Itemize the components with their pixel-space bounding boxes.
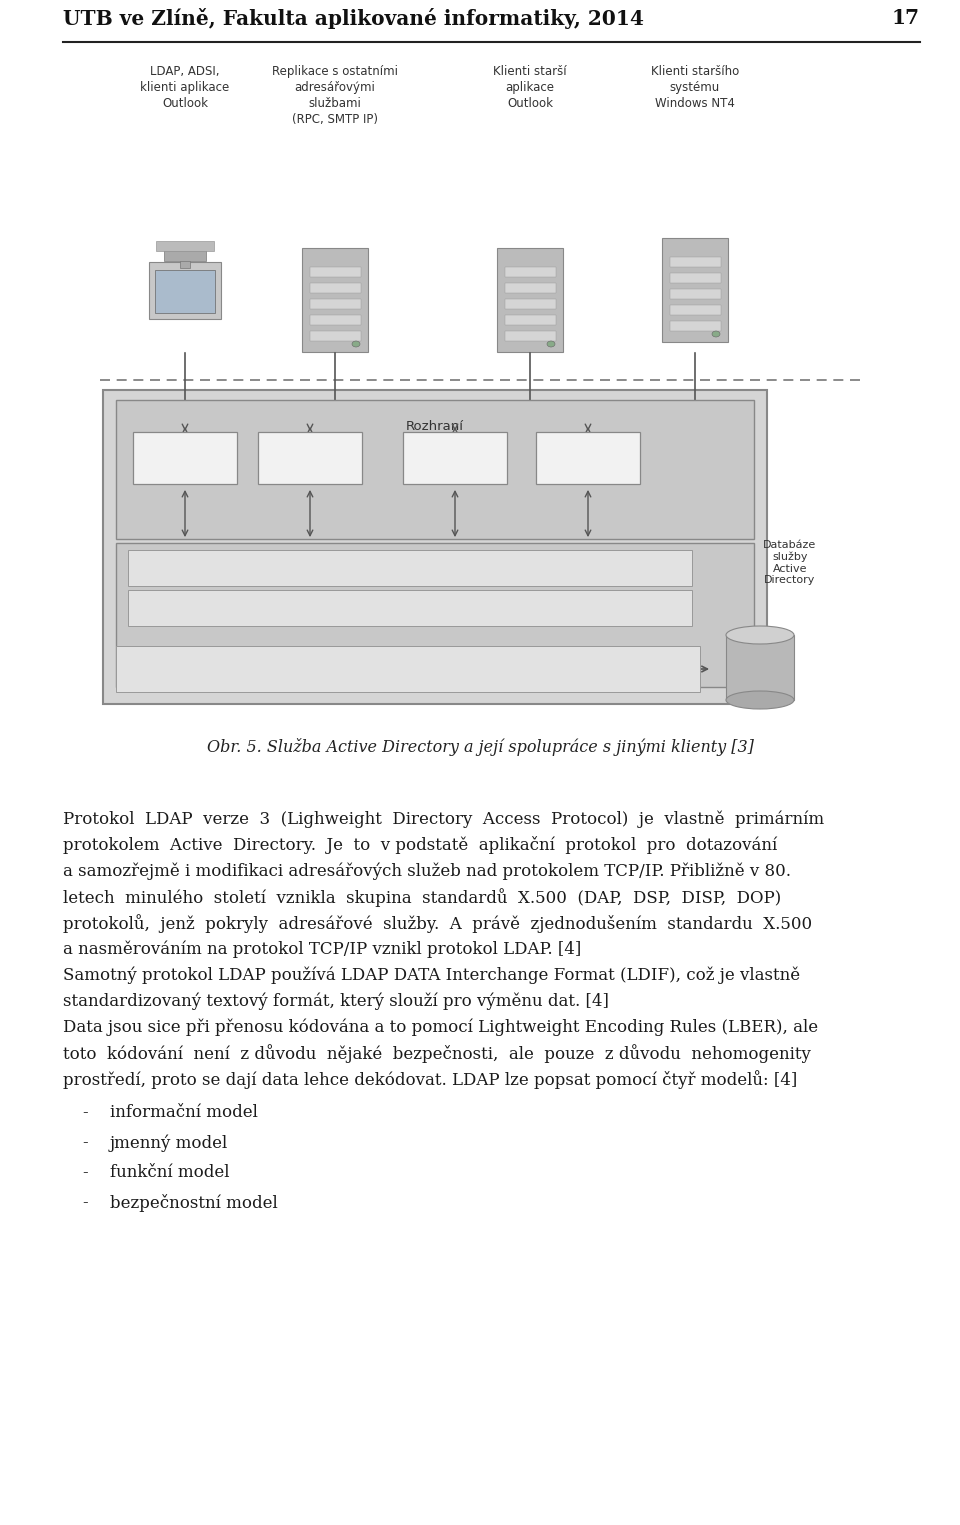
FancyBboxPatch shape	[669, 288, 721, 299]
Text: Obr. 5. Služba Active Directory a její spolupráce s jinými klienty [3]: Obr. 5. Služba Active Directory a její s…	[206, 738, 754, 756]
FancyBboxPatch shape	[505, 314, 556, 325]
FancyBboxPatch shape	[505, 282, 556, 293]
FancyBboxPatch shape	[128, 551, 692, 586]
Text: Samotný protokol LDAP používá LDAP DATA Interchange Format (LDIF), což je vlastn: Samotný protokol LDAP používá LDAP DATA …	[63, 965, 800, 984]
Ellipse shape	[712, 331, 720, 337]
FancyBboxPatch shape	[164, 249, 206, 261]
FancyBboxPatch shape	[302, 249, 368, 352]
Ellipse shape	[547, 342, 555, 348]
FancyBboxPatch shape	[133, 432, 237, 483]
Text: Agent DSA (Directory system agent): Agent DSA (Directory system agent)	[296, 561, 524, 575]
FancyBboxPatch shape	[669, 305, 721, 314]
FancyBboxPatch shape	[403, 432, 507, 483]
FancyBboxPatch shape	[505, 331, 556, 340]
Text: Databáze
služby
Active
Directory: Databáze služby Active Directory	[763, 540, 817, 586]
FancyBboxPatch shape	[309, 282, 361, 293]
Text: Rozhraní: Rozhraní	[406, 419, 464, 433]
FancyBboxPatch shape	[180, 259, 190, 267]
Text: protokolem  Active  Directory.  Je  to  v podstatě  aplikační  protokol  pro  do: protokolem Active Directory. Je to v pod…	[63, 836, 778, 854]
Text: UTB ve Zlíně, Fakulta aplikované informatiky, 2014: UTB ve Zlíně, Fakulta aplikované informa…	[63, 8, 644, 29]
Text: Klienti staršího
systému
Windows NT4: Klienti staršího systému Windows NT4	[651, 66, 739, 110]
FancyBboxPatch shape	[669, 256, 721, 267]
FancyBboxPatch shape	[505, 267, 556, 276]
FancyBboxPatch shape	[149, 261, 221, 319]
Text: SAM: SAM	[571, 451, 605, 465]
Text: Data jsou sice při přenosu kódována a to pomocí Lightweight Encoding Rules (LBER: Data jsou sice při přenosu kódována a to…	[63, 1019, 818, 1035]
Text: bezpečnostní model: bezpečnostní model	[110, 1194, 277, 1212]
Text: protokolů,  jenž  pokryly  adresářové  služby.  A  právě  zjednodušením  standar: protokolů, jenž pokryly adresářové služb…	[63, 913, 812, 933]
FancyBboxPatch shape	[669, 273, 721, 282]
Text: Replikace s ostatními
adresářovými
službami
(RPC, SMTP IP): Replikace s ostatními adresářovými služb…	[272, 66, 398, 127]
Text: a samozřejmě i modifikaci adresářových služeb nad protokolem TCP/IP. Přibližně v: a samozřejmě i modifikaci adresářových s…	[63, 862, 791, 880]
Text: standardizovaný textový formát, který slouží pro výměnu dat. [4]: standardizovaný textový formát, který sl…	[63, 991, 609, 1010]
Text: funkční model: funkční model	[110, 1164, 229, 1180]
Text: Protokol  LDAP  verze  3  (Lighweight  Directory  Access  Protocol)  je  vlastně: Protokol LDAP verze 3 (Lighweight Direct…	[63, 810, 824, 828]
FancyBboxPatch shape	[726, 634, 794, 700]
Text: Modul ESE (Extensible storage engine): Modul ESE (Extensible storage engine)	[267, 662, 509, 676]
Text: a nasměrováním na protokol TCP/IP vznikl protokol LDAP. [4]: a nasměrováním na protokol TCP/IP vznikl…	[63, 939, 581, 958]
Ellipse shape	[352, 342, 360, 348]
Text: letech  minulého  století  vznikla  skupina  standardů  X.500  (DAP,  DSP,  DISP: letech minulého století vznikla skupina …	[63, 888, 781, 907]
Text: -: -	[82, 1135, 87, 1151]
FancyBboxPatch shape	[258, 432, 362, 483]
FancyBboxPatch shape	[309, 314, 361, 325]
Text: toto  kódování  není  z důvodu  nějaké  bezpečnosti,  ale  pouze  z důvodu  neho: toto kódování není z důvodu nějaké bezpe…	[63, 1045, 811, 1063]
Ellipse shape	[726, 625, 794, 644]
Text: 17: 17	[892, 8, 920, 27]
FancyBboxPatch shape	[497, 249, 563, 352]
FancyBboxPatch shape	[116, 647, 700, 692]
FancyBboxPatch shape	[103, 390, 767, 705]
FancyBboxPatch shape	[505, 299, 556, 308]
FancyBboxPatch shape	[662, 238, 728, 342]
FancyBboxPatch shape	[309, 267, 361, 276]
Text: REPL: REPL	[290, 451, 329, 465]
Text: jmenný model: jmenný model	[110, 1135, 228, 1151]
Text: LDAP: LDAP	[164, 451, 205, 465]
Text: LDAP, ADSI,
klienti aplikace
Outlook: LDAP, ADSI, klienti aplikace Outlook	[140, 66, 229, 110]
FancyBboxPatch shape	[309, 299, 361, 308]
Text: -: -	[82, 1194, 87, 1211]
Text: informační model: informační model	[110, 1104, 258, 1121]
FancyBboxPatch shape	[669, 320, 721, 331]
Text: -: -	[82, 1104, 87, 1121]
Text: Klienti starší
aplikace
Outlook: Klienti starší aplikace Outlook	[493, 66, 566, 110]
Ellipse shape	[726, 691, 794, 709]
Text: prostředí, proto se dají data lehce dekódovat. LDAP lze popsat pomocí čtyř model: prostředí, proto se dají data lehce dekó…	[63, 1071, 797, 1089]
FancyBboxPatch shape	[116, 543, 754, 686]
FancyBboxPatch shape	[156, 241, 214, 250]
FancyBboxPatch shape	[116, 400, 754, 538]
FancyBboxPatch shape	[309, 331, 361, 340]
FancyBboxPatch shape	[128, 590, 692, 625]
Text: Databázová vrstva: Databázová vrstva	[351, 601, 468, 615]
Text: MAPI: MAPI	[435, 451, 475, 465]
Text: -: -	[82, 1164, 87, 1180]
FancyBboxPatch shape	[155, 270, 215, 313]
FancyBboxPatch shape	[536, 432, 640, 483]
